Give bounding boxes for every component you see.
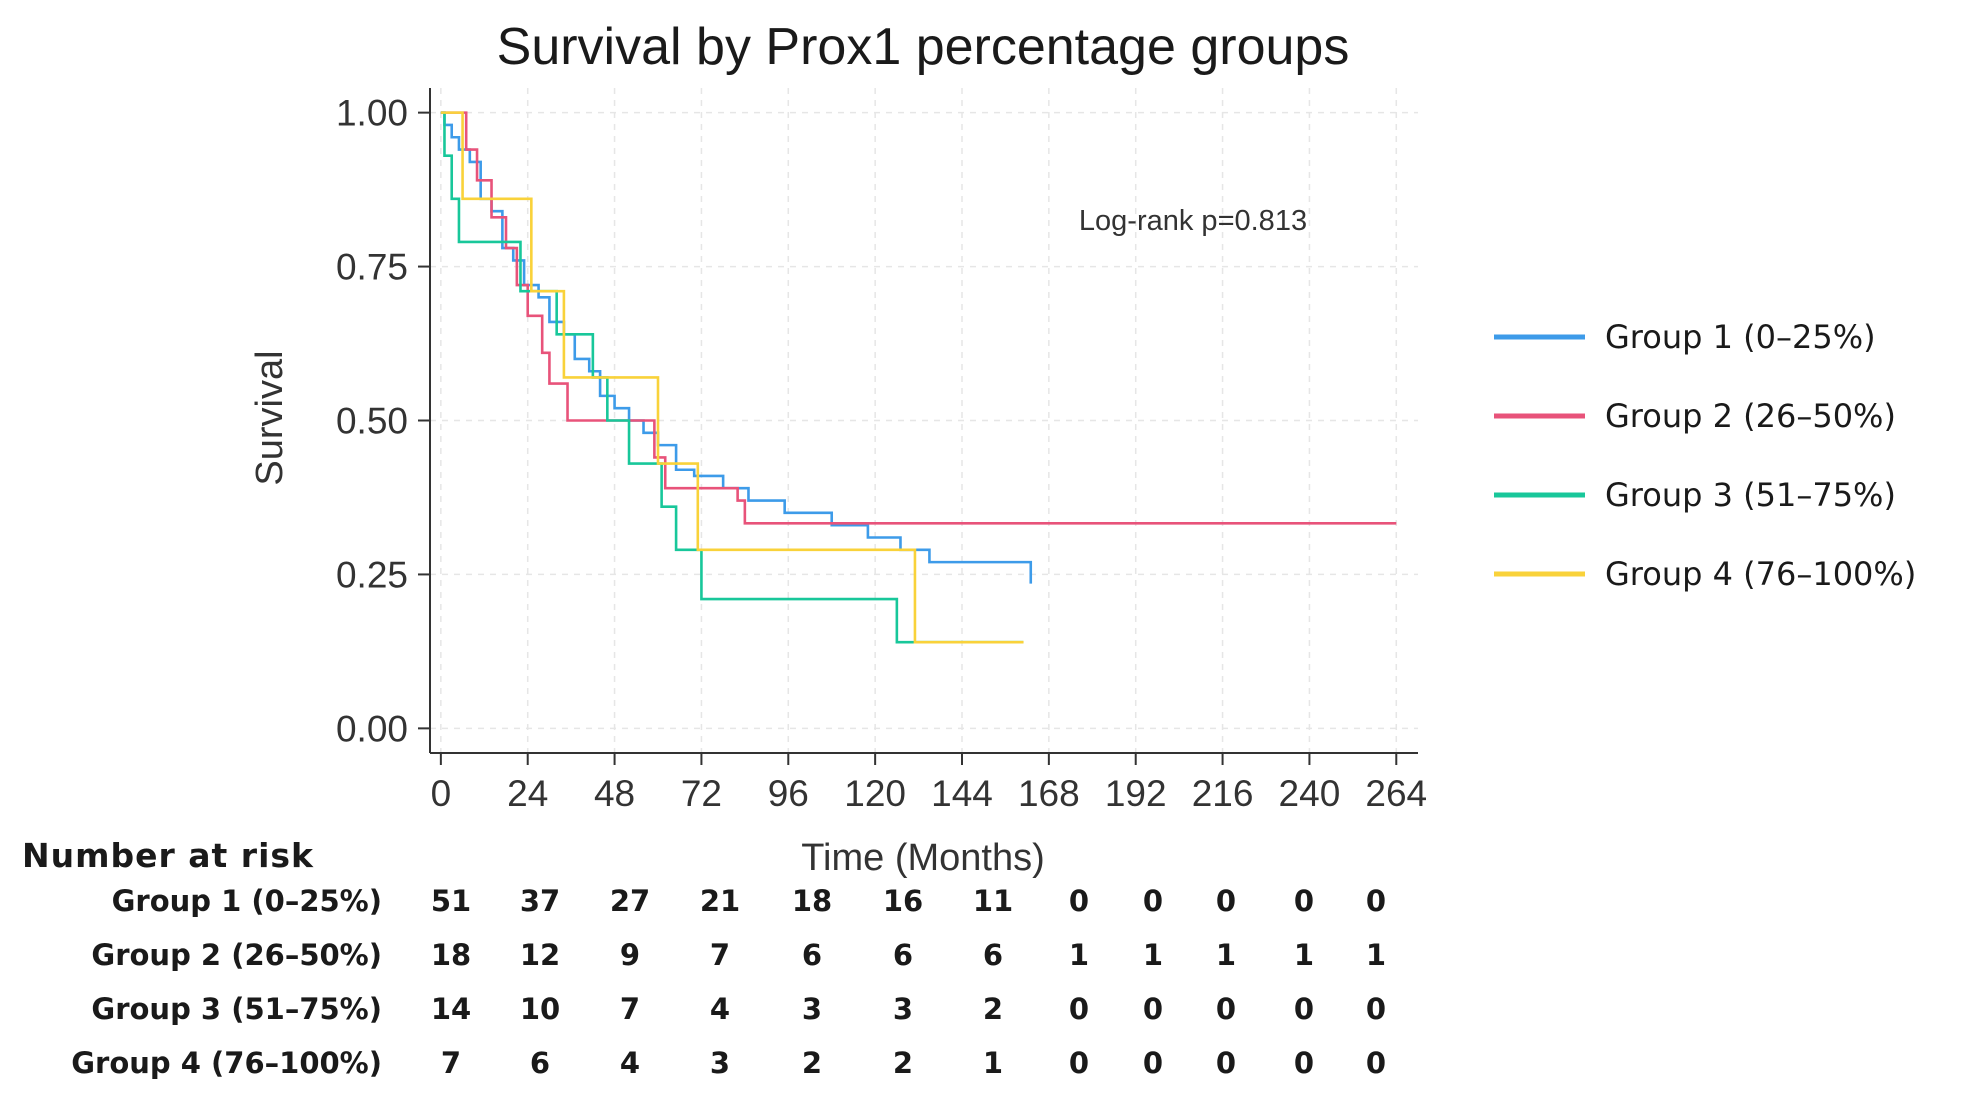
risk-cell: 27 — [609, 884, 651, 918]
legend-label-group-3: Group 3 (51–75%) — [1605, 476, 1896, 514]
risk-cell: 9 — [619, 938, 641, 972]
risk-cell: 37 — [519, 884, 561, 918]
risk-cell: 1 — [1142, 938, 1164, 972]
risk-cell: 0 — [1068, 1046, 1090, 1080]
risk-cell: 0 — [1142, 1046, 1164, 1080]
x-tick-label-8: 192 — [1105, 773, 1167, 814]
risk-cell: 6 — [982, 938, 1004, 972]
risk-cell: 6 — [529, 1046, 551, 1080]
legend-label-group-4: Group 4 (76–100%) — [1605, 555, 1916, 593]
risk-cell: 7 — [619, 992, 641, 1026]
risk-cell: 4 — [709, 992, 731, 1026]
x-tick-label-2: 48 — [594, 773, 635, 814]
risk-cell: 3 — [892, 992, 914, 1026]
x-tick-label-7: 168 — [1018, 773, 1080, 814]
risk-cell: 0 — [1365, 884, 1387, 918]
y-tick-label-3: 0.75 — [336, 247, 408, 288]
x-axis-label: Time (Months) — [801, 837, 1045, 879]
risk-cell: 0 — [1215, 1046, 1237, 1080]
x-tick-label-3: 72 — [681, 773, 722, 814]
risk-cell: 21 — [699, 884, 741, 918]
risk-cell: 2 — [892, 1046, 914, 1080]
legend-label-group-1: Group 1 (0–25%) — [1605, 318, 1876, 356]
risk-table-title: Number at risk — [22, 836, 314, 875]
risk-cell: 51 — [430, 884, 472, 918]
risk-cell: 18 — [791, 884, 833, 918]
risk-cell: 18 — [430, 938, 472, 972]
risk-cell: 0 — [1068, 992, 1090, 1026]
survival-curve-group-2 — [440, 111, 1397, 525]
risk-cell: 7 — [440, 1046, 462, 1080]
x-tick-label-10: 240 — [1279, 773, 1341, 814]
grid — [430, 88, 1418, 753]
risk-cell: 0 — [1142, 992, 1164, 1026]
risk-cell: 3 — [801, 992, 823, 1026]
axes: 0.00 0.25 0.50 0.75 1.00 0 24 48 72 96 120 144 168 19… — [336, 88, 1427, 814]
risk-cell: 7 — [709, 938, 731, 972]
risk-cell: 2 — [801, 1046, 823, 1080]
risk-cell: 1 — [1068, 938, 1090, 972]
risk-cell: 0 — [1293, 1046, 1315, 1080]
y-tick-label-0: 0.00 — [336, 708, 408, 749]
risk-cell: 3 — [709, 1046, 731, 1080]
risk-cell: 10 — [519, 992, 561, 1026]
risk-cell: 1 — [1365, 938, 1387, 972]
risk-cell: 6 — [892, 938, 914, 972]
curves — [440, 111, 1397, 644]
survival-curve-group-1 — [440, 111, 1033, 584]
risk-cell: 0 — [1215, 884, 1237, 918]
x-tick-label-0: 0 — [431, 773, 452, 814]
x-tick-label-1: 24 — [507, 773, 548, 814]
risk-cell: 14 — [430, 992, 472, 1026]
risk-cell: 1 — [1293, 938, 1315, 972]
risk-cell: 0 — [1142, 884, 1164, 918]
legend-label-group-2: Group 2 (26–50%) — [1605, 397, 1896, 435]
risk-row-label-group-4: Group 4 (76–100%) — [71, 1046, 382, 1080]
x-tick-label-6: 144 — [931, 773, 993, 814]
chart-title: Survival by Prox1 percentage groups — [497, 18, 1350, 76]
risk-cell: 2 — [982, 992, 1004, 1026]
risk-cell: 16 — [882, 884, 924, 918]
survival-curve-group-4 — [440, 111, 1024, 644]
risk-cell: 12 — [519, 938, 561, 972]
risk-cell: 0 — [1068, 884, 1090, 918]
risk-cell: 6 — [801, 938, 823, 972]
y-axis-label: Survival — [249, 350, 291, 485]
y-tick-label-1: 0.25 — [336, 554, 408, 595]
risk-cell: 0 — [1365, 992, 1387, 1026]
risk-row-label-group-2: Group 2 (26–50%) — [91, 938, 382, 972]
x-tick-label-4: 96 — [768, 773, 809, 814]
risk-cell: 4 — [619, 1046, 641, 1080]
risk-cell: 0 — [1215, 992, 1237, 1026]
x-tick-label-5: 120 — [844, 773, 906, 814]
x-tick-label-9: 216 — [1192, 773, 1254, 814]
y-tick-label-4: 1.00 — [336, 93, 408, 134]
annotation-log-rank: Log-rank p=0.813 — [1079, 205, 1307, 237]
y-tick-label-2: 0.50 — [336, 401, 408, 442]
risk-row-label-group-3: Group 3 (51–75%) — [91, 992, 382, 1026]
risk-cell: 0 — [1365, 1046, 1387, 1080]
risk-cell: 1 — [982, 1046, 1004, 1080]
x-tick-label-11: 264 — [1365, 773, 1427, 814]
legend: Group 1 (0–25%) Group 2 (26–50%) Group 3 (… — [1494, 318, 1916, 593]
risk-cell: 0 — [1293, 884, 1315, 918]
risk-cell: 0 — [1293, 992, 1315, 1026]
risk-cell: 11 — [972, 884, 1014, 918]
risk-row-label-group-1: Group 1 (0–25%) — [111, 884, 382, 918]
risk-cell: 1 — [1215, 938, 1237, 972]
